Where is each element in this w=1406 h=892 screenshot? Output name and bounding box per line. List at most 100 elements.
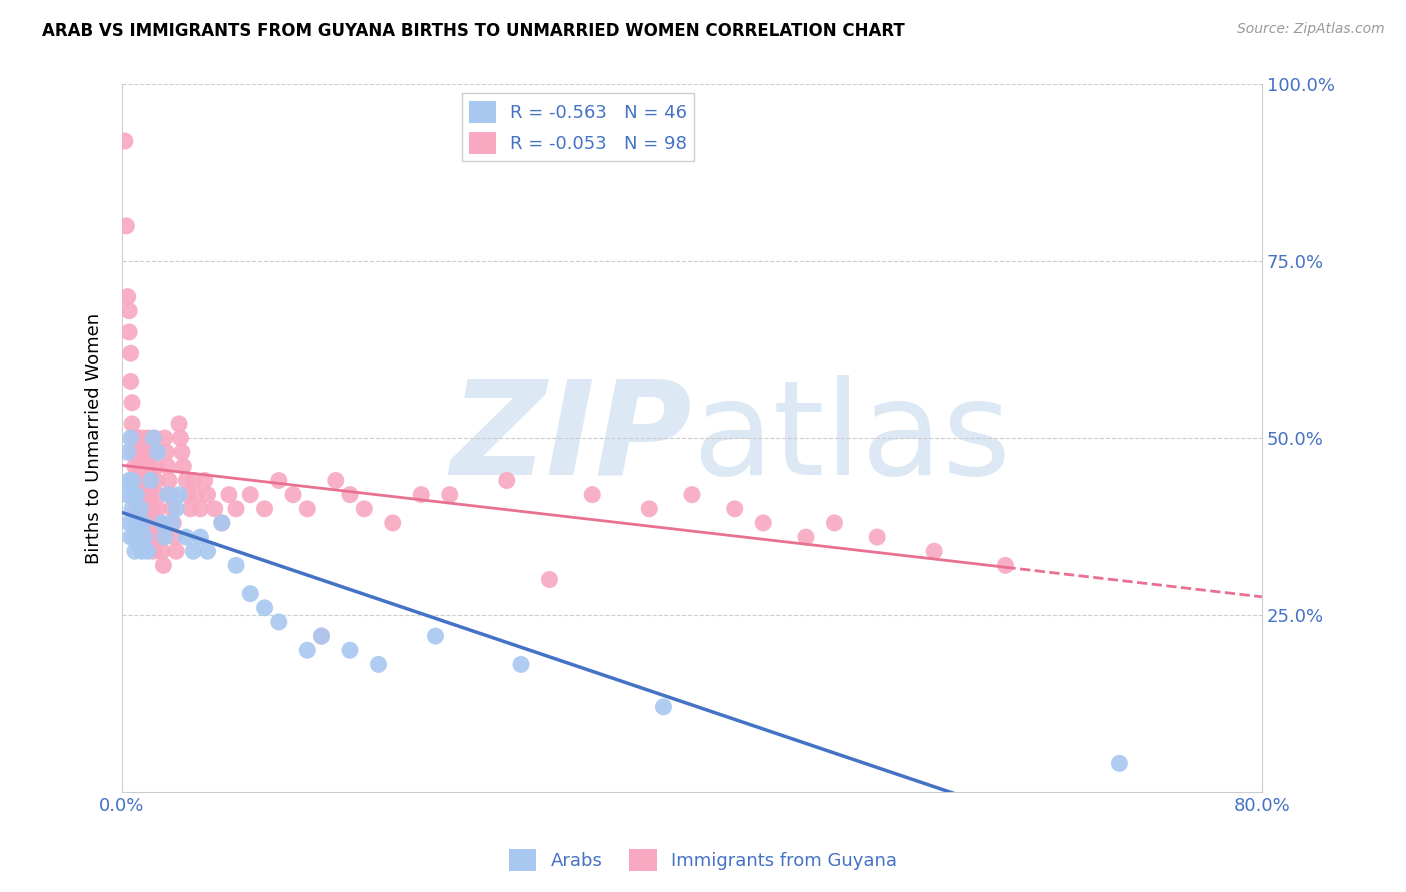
Point: [172, 459, 194, 474]
Point: [122, 488, 145, 502]
Point: [120, 346, 142, 360]
Point: [495, 474, 517, 488]
Point: [194, 474, 217, 488]
Point: [138, 445, 160, 459]
Point: [122, 530, 145, 544]
Point: [297, 501, 319, 516]
Point: [225, 558, 247, 573]
Point: [145, 474, 167, 488]
Point: [1108, 756, 1130, 771]
Point: [186, 488, 208, 502]
Legend: Arabs, Immigrants from Guyana: Arabs, Immigrants from Guyana: [502, 842, 904, 879]
Point: [190, 530, 212, 544]
Point: [510, 657, 533, 672]
Point: [131, 516, 153, 530]
Point: [353, 501, 375, 516]
Point: [157, 474, 180, 488]
Point: [638, 501, 661, 516]
Point: [311, 629, 333, 643]
Point: [994, 558, 1017, 573]
Point: [211, 516, 233, 530]
Point: [128, 537, 150, 551]
Point: [167, 417, 190, 431]
Text: atlas: atlas: [692, 375, 1011, 501]
Point: [139, 488, 162, 502]
Point: [142, 530, 165, 544]
Point: [165, 544, 187, 558]
Point: [114, 134, 136, 148]
Point: [160, 516, 183, 530]
Point: [121, 395, 143, 409]
Point: [146, 445, 169, 459]
Point: [411, 488, 433, 502]
Point: [142, 544, 165, 558]
Point: [135, 516, 157, 530]
Point: [121, 501, 143, 516]
Point: [124, 474, 146, 488]
Point: [150, 544, 173, 558]
Point: [174, 474, 197, 488]
Point: [134, 474, 156, 488]
Point: [281, 488, 304, 502]
Point: [143, 431, 166, 445]
Point: [239, 488, 262, 502]
Point: [425, 629, 447, 643]
Point: [581, 488, 603, 502]
Point: [153, 530, 176, 544]
Point: [120, 530, 142, 544]
Point: [156, 459, 179, 474]
Point: [129, 501, 152, 516]
Point: [125, 488, 148, 502]
Point: [163, 530, 186, 544]
Point: [162, 516, 184, 530]
Point: [176, 488, 198, 502]
Legend: R = -0.563   N = 46, R = -0.053   N = 98: R = -0.563 N = 46, R = -0.053 N = 98: [461, 94, 695, 161]
Point: [132, 459, 155, 474]
Point: [211, 516, 233, 530]
Point: [439, 488, 461, 502]
Point: [118, 516, 141, 530]
Point: [136, 544, 159, 558]
Point: [381, 516, 404, 530]
Point: [142, 431, 165, 445]
Text: ZIP: ZIP: [450, 375, 692, 501]
Point: [181, 474, 204, 488]
Point: [124, 544, 146, 558]
Text: Source: ZipAtlas.com: Source: ZipAtlas.com: [1237, 22, 1385, 37]
Point: [267, 615, 290, 629]
Point: [204, 501, 226, 516]
Point: [136, 530, 159, 544]
Point: [197, 488, 219, 502]
Point: [128, 474, 150, 488]
Point: [167, 488, 190, 502]
Point: [159, 488, 181, 502]
Point: [225, 501, 247, 516]
Point: [138, 459, 160, 474]
Point: [117, 445, 139, 459]
Point: [160, 501, 183, 516]
Point: [155, 445, 177, 459]
Point: [367, 657, 389, 672]
Point: [136, 431, 159, 445]
Point: [538, 573, 561, 587]
Point: [681, 488, 703, 502]
Point: [135, 501, 157, 516]
Point: [124, 516, 146, 530]
Point: [132, 445, 155, 459]
Point: [129, 488, 152, 502]
Point: [134, 530, 156, 544]
Point: [170, 445, 193, 459]
Point: [239, 587, 262, 601]
Point: [120, 431, 142, 445]
Point: [121, 474, 143, 488]
Point: [823, 516, 845, 530]
Point: [127, 445, 149, 459]
Point: [652, 699, 675, 714]
Point: [143, 445, 166, 459]
Point: [169, 431, 191, 445]
Text: ARAB VS IMMIGRANTS FROM GUYANA BIRTHS TO UNMARRIED WOMEN CORRELATION CHART: ARAB VS IMMIGRANTS FROM GUYANA BIRTHS TO…: [42, 22, 905, 40]
Point: [253, 501, 276, 516]
Point: [120, 375, 142, 389]
Point: [118, 303, 141, 318]
Point: [311, 629, 333, 643]
